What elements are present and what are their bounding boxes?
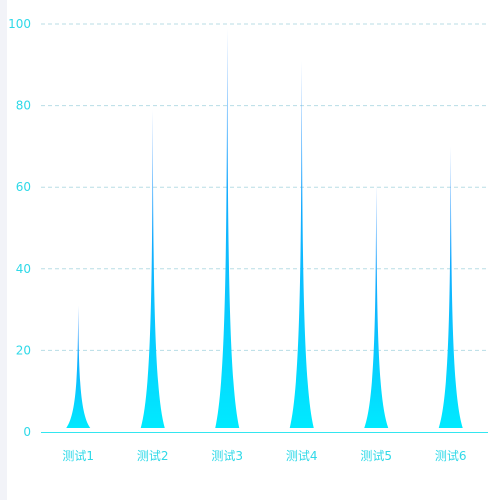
spike-bar-1[interactable]	[66, 305, 91, 428]
x-tick-label: 测试2	[137, 448, 169, 463]
x-tick-label: 测试5	[360, 448, 392, 463]
spike-bar-5[interactable]	[364, 183, 389, 428]
x-tick-label: 测试4	[286, 448, 318, 463]
grid-lines	[41, 23, 488, 351]
y-tick-label: 80	[16, 99, 31, 113]
y-tick-label: 40	[16, 262, 31, 276]
spike-bar-4[interactable]	[289, 60, 314, 428]
x-tick-labels: 测试1 测试2 测试3 测试4 测试5 测试6	[62, 448, 466, 463]
spike-bar-2[interactable]	[140, 109, 165, 429]
y-tick-label: 100	[8, 17, 31, 31]
y-tick-label: 0	[23, 425, 31, 439]
y-tick-label: 60	[16, 180, 31, 194]
data-spikes	[66, 28, 463, 429]
spike-bar-6[interactable]	[438, 146, 463, 428]
y-tick-label: 20	[16, 343, 31, 357]
x-tick-label: 测试3	[211, 448, 243, 463]
y-tick-labels: 0 20 40 60 80 100	[8, 17, 31, 439]
left-edge-strip	[0, 0, 7, 500]
x-tick-label: 测试1	[62, 448, 94, 463]
spike-bar-3[interactable]	[215, 28, 240, 429]
x-tick-label: 测试6	[435, 448, 467, 463]
